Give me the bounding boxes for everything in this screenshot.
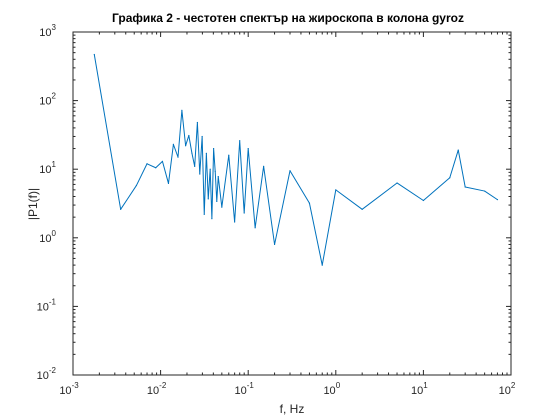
data-point xyxy=(120,208,122,210)
data-point xyxy=(203,213,205,215)
data-point xyxy=(146,163,148,165)
data-point xyxy=(209,168,211,170)
axes-box xyxy=(72,31,512,376)
data-point xyxy=(247,147,249,150)
data-point xyxy=(211,218,213,220)
data-point xyxy=(181,109,183,111)
data-point xyxy=(263,165,265,167)
data-point xyxy=(335,189,337,191)
data-point xyxy=(93,53,95,56)
y-axis-label: |P1(f)| xyxy=(26,188,40,220)
data-point xyxy=(196,121,198,124)
data-point xyxy=(464,186,466,188)
data-point xyxy=(496,199,499,201)
data-point xyxy=(167,182,170,185)
data-point xyxy=(449,177,451,179)
data-point xyxy=(172,143,174,145)
data-point xyxy=(207,198,209,200)
data-point xyxy=(243,212,245,214)
data-point xyxy=(155,167,157,169)
data-point xyxy=(289,170,291,172)
data-point xyxy=(191,152,193,154)
data-point xyxy=(308,202,311,204)
data-point xyxy=(422,199,424,202)
data-point xyxy=(396,182,398,184)
data-point xyxy=(457,149,459,151)
data-point xyxy=(161,160,164,162)
data-point xyxy=(361,208,363,210)
data-point xyxy=(177,156,179,158)
data-point xyxy=(185,145,187,147)
data-point xyxy=(239,140,241,142)
data-point xyxy=(234,221,236,223)
data-point xyxy=(484,190,486,192)
data-point xyxy=(217,176,219,178)
data-point xyxy=(199,173,201,175)
data-point xyxy=(273,243,276,246)
chart-title: Графика 2 - честотен спектър на жироскоп… xyxy=(112,11,464,25)
data-point xyxy=(194,165,196,167)
data-point xyxy=(188,134,190,137)
data-point xyxy=(201,135,203,138)
x-axis-label: f, Hz xyxy=(280,402,305,416)
plot-area xyxy=(73,32,511,375)
data-point xyxy=(135,184,138,187)
data-point xyxy=(254,227,256,229)
data-point xyxy=(321,264,323,266)
data-point xyxy=(216,200,218,202)
data-point xyxy=(213,147,215,150)
data-point xyxy=(214,170,216,172)
data-point xyxy=(221,206,223,208)
data-point xyxy=(205,152,207,154)
series-layer xyxy=(93,53,499,266)
data-point xyxy=(228,154,230,156)
